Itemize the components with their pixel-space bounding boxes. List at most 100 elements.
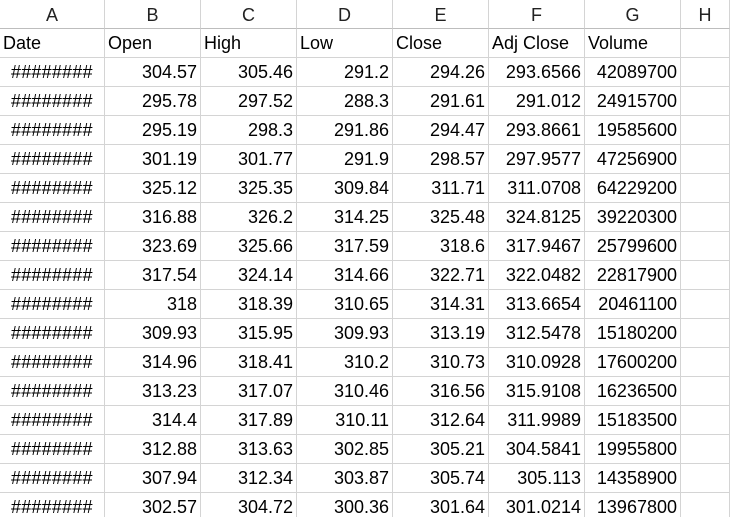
cell-high[interactable]: 301.77 [201, 145, 297, 174]
cell-open[interactable]: 313.23 [105, 377, 201, 406]
cell-close[interactable]: 310.73 [393, 348, 489, 377]
cell-date[interactable]: ######## [0, 290, 105, 319]
cell-adj-close[interactable]: 313.6654 [489, 290, 585, 319]
cell-low[interactable]: 310.65 [297, 290, 393, 319]
empty-cell[interactable] [681, 377, 730, 406]
cell-volume[interactable]: 20461100 [585, 290, 681, 319]
empty-cell[interactable] [681, 116, 730, 145]
cell-open[interactable]: 309.93 [105, 319, 201, 348]
cell-open[interactable]: 307.94 [105, 464, 201, 493]
header-cell-close[interactable]: Close [393, 29, 489, 58]
cell-high[interactable]: 324.14 [201, 261, 297, 290]
cell-adj-close[interactable]: 305.113 [489, 464, 585, 493]
cell-date[interactable]: ######## [0, 116, 105, 145]
empty-cell[interactable] [681, 29, 730, 58]
cell-date[interactable]: ######## [0, 232, 105, 261]
cell-low[interactable]: 291.86 [297, 116, 393, 145]
cell-open[interactable]: 318 [105, 290, 201, 319]
cell-adj-close[interactable]: 291.012 [489, 87, 585, 116]
cell-date[interactable]: ######## [0, 377, 105, 406]
cell-open[interactable]: 317.54 [105, 261, 201, 290]
cell-low[interactable]: 302.85 [297, 435, 393, 464]
cell-adj-close[interactable]: 311.9989 [489, 406, 585, 435]
cell-low[interactable]: 317.59 [297, 232, 393, 261]
header-cell-adj-close[interactable]: Adj Close [489, 29, 585, 58]
cell-date[interactable]: ######## [0, 174, 105, 203]
cell-close[interactable]: 313.19 [393, 319, 489, 348]
cell-open[interactable]: 295.78 [105, 87, 201, 116]
cell-volume[interactable]: 64229200 [585, 174, 681, 203]
cell-close[interactable]: 301.64 [393, 493, 489, 517]
empty-cell[interactable] [681, 406, 730, 435]
empty-cell[interactable] [681, 87, 730, 116]
cell-date[interactable]: ######## [0, 435, 105, 464]
column-header-h[interactable]: H [681, 0, 730, 29]
cell-volume[interactable]: 25799600 [585, 232, 681, 261]
header-cell-high[interactable]: High [201, 29, 297, 58]
cell-open[interactable]: 301.19 [105, 145, 201, 174]
cell-adj-close[interactable]: 297.9577 [489, 145, 585, 174]
cell-high[interactable]: 297.52 [201, 87, 297, 116]
empty-cell[interactable] [681, 232, 730, 261]
cell-adj-close[interactable]: 322.0482 [489, 261, 585, 290]
empty-cell[interactable] [681, 435, 730, 464]
cell-low[interactable]: 291.2 [297, 58, 393, 87]
cell-adj-close[interactable]: 301.0214 [489, 493, 585, 517]
cell-close[interactable]: 291.61 [393, 87, 489, 116]
column-header-b[interactable]: B [105, 0, 201, 29]
header-cell-date[interactable]: Date [0, 29, 105, 58]
cell-adj-close[interactable]: 293.6566 [489, 58, 585, 87]
cell-date[interactable]: ######## [0, 58, 105, 87]
cell-close[interactable]: 312.64 [393, 406, 489, 435]
empty-cell[interactable] [681, 348, 730, 377]
column-header-c[interactable]: C [201, 0, 297, 29]
cell-date[interactable]: ######## [0, 145, 105, 174]
cell-adj-close[interactable]: 312.5478 [489, 319, 585, 348]
empty-cell[interactable] [681, 319, 730, 348]
cell-date[interactable]: ######## [0, 464, 105, 493]
header-cell-low[interactable]: Low [297, 29, 393, 58]
cell-adj-close[interactable]: 315.9108 [489, 377, 585, 406]
cell-open[interactable]: 323.69 [105, 232, 201, 261]
cell-date[interactable]: ######## [0, 261, 105, 290]
empty-cell[interactable] [681, 145, 730, 174]
cell-high[interactable]: 325.35 [201, 174, 297, 203]
cell-date[interactable]: ######## [0, 87, 105, 116]
cell-open[interactable]: 314.96 [105, 348, 201, 377]
cell-adj-close[interactable]: 310.0928 [489, 348, 585, 377]
cell-open[interactable]: 295.19 [105, 116, 201, 145]
empty-cell[interactable] [681, 464, 730, 493]
cell-low[interactable]: 300.36 [297, 493, 393, 517]
cell-volume[interactable]: 24915700 [585, 87, 681, 116]
cell-low[interactable]: 288.3 [297, 87, 393, 116]
cell-volume[interactable]: 13967800 [585, 493, 681, 517]
cell-open[interactable]: 314.4 [105, 406, 201, 435]
cell-close[interactable]: 311.71 [393, 174, 489, 203]
cell-volume[interactable]: 19955800 [585, 435, 681, 464]
cell-adj-close[interactable]: 311.0708 [489, 174, 585, 203]
cell-open[interactable]: 312.88 [105, 435, 201, 464]
cell-close[interactable]: 325.48 [393, 203, 489, 232]
cell-close[interactable]: 305.74 [393, 464, 489, 493]
empty-cell[interactable] [681, 58, 730, 87]
cell-low[interactable]: 310.46 [297, 377, 393, 406]
cell-open[interactable]: 316.88 [105, 203, 201, 232]
cell-low[interactable]: 303.87 [297, 464, 393, 493]
cell-date[interactable]: ######## [0, 319, 105, 348]
cell-close[interactable]: 294.47 [393, 116, 489, 145]
cell-adj-close[interactable]: 317.9467 [489, 232, 585, 261]
cell-open[interactable]: 304.57 [105, 58, 201, 87]
cell-volume[interactable]: 15183500 [585, 406, 681, 435]
cell-date[interactable]: ######## [0, 203, 105, 232]
cell-high[interactable]: 315.95 [201, 319, 297, 348]
empty-cell[interactable] [681, 261, 730, 290]
column-header-d[interactable]: D [297, 0, 393, 29]
cell-volume[interactable]: 39220300 [585, 203, 681, 232]
cell-volume[interactable]: 16236500 [585, 377, 681, 406]
cell-high[interactable]: 313.63 [201, 435, 297, 464]
cell-volume[interactable]: 19585600 [585, 116, 681, 145]
column-header-e[interactable]: E [393, 0, 489, 29]
cell-volume[interactable]: 17600200 [585, 348, 681, 377]
cell-date[interactable]: ######## [0, 348, 105, 377]
cell-high[interactable]: 317.07 [201, 377, 297, 406]
